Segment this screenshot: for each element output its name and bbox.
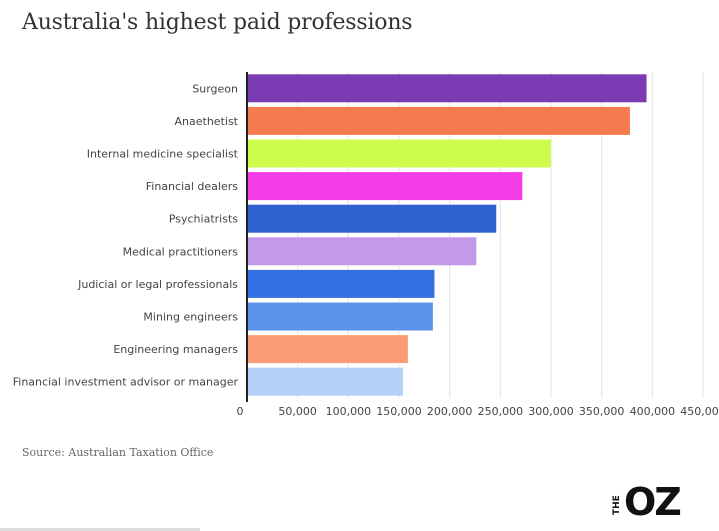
category-label: Surgeon [192,82,238,95]
source-note: Source: Australian Taxation Office [22,446,214,459]
category-label: Judicial or legal professionals [77,278,238,291]
bar-medical-practitioners [247,237,477,266]
bar-financial-dealers [247,172,523,201]
bar-anaethetist [247,106,630,135]
x-tick-label: 0 [237,405,244,418]
bar-chart: Surgeon Anaethetist Internal medicine spec… [13,72,719,418]
bar-surgeon [247,74,647,103]
category-label: Internal medicine specialist [87,148,239,161]
the-oz-logo: THE OZ [612,480,704,524]
x-tick-label: 400,000 [630,405,676,418]
x-tick-label: 450,000 [680,405,719,418]
logo-the-text: THE [612,495,622,515]
x-tick-label: 250,000 [478,405,524,418]
x-tick-label: 300,000 [528,405,574,418]
x-tick-label: 100,000 [326,405,372,418]
category-label: Financial dealers [146,180,239,193]
bar-judicial-or-legal-professionals [247,269,435,298]
x-tick-label: 150,000 [376,405,422,418]
bar-internal-medicine-specialist [247,139,551,168]
bar-mining-engineers [247,302,433,331]
bar-financial-investment-advisor-or-manager [247,367,403,396]
category-label: Anaethetist [175,115,239,128]
logo-oz-text: OZ [624,480,682,524]
scroll-indicator [0,528,200,531]
bar-psychiatrists [247,204,497,233]
category-label: Medical practitioners [123,245,239,258]
category-label: Financial investment advisor or manager [13,376,239,389]
category-label: Psychiatrists [169,213,238,226]
x-tick-label: 50,000 [278,405,317,418]
chart-title: Australia's highest paid professions [22,10,413,35]
category-label: Engineering managers [113,343,238,356]
category-label: Mining engineers [143,311,238,324]
bar-engineering-managers [247,335,408,364]
x-tick-label: 350,000 [579,405,625,418]
x-tick-label: 200,000 [427,405,473,418]
